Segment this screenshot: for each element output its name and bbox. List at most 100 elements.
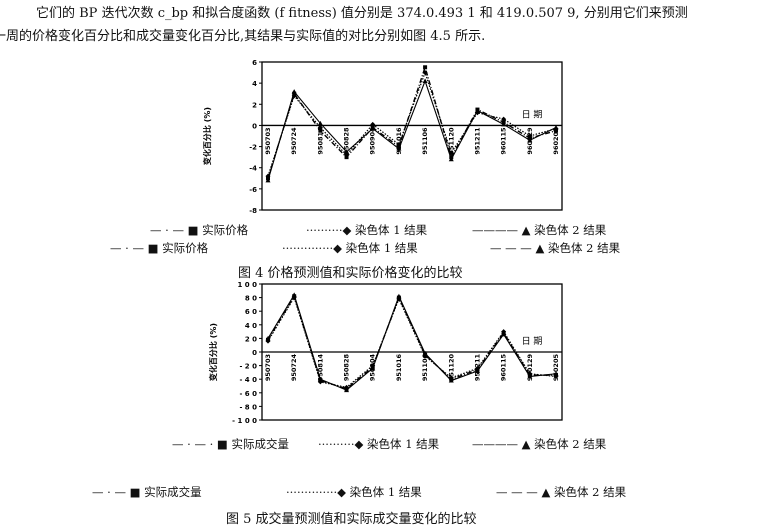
figure4-legend-alt-chrom1: ··············◆ 染色体 1 结果 (282, 241, 418, 255)
fig5-category-label: 951106 (421, 354, 429, 382)
fig5-ytick-label: - 2 0 (239, 363, 257, 371)
figure5-legend-alt-chrom1: ··············◆ 染色体 1 结果 (286, 485, 422, 499)
fig5-category-label: 951016 (395, 354, 403, 382)
figure4-legend-actual: — · — ■ 实际价格 (150, 223, 249, 237)
fig5-ytick-label: 6 0 (245, 308, 257, 316)
fig4-series-line-1 (267, 64, 557, 179)
fig4-point-chrom2 (422, 78, 428, 84)
fig4-point-chrom2 (291, 89, 297, 94)
fig5-ytick-label: 1 0 0 (238, 281, 258, 289)
figure4-legend-chrom1: ··········◆ 染色体 1 结果 (306, 223, 428, 237)
fig5-ytick-label: 4 0 (245, 322, 257, 330)
fig4-point-chrom2 (553, 125, 559, 130)
fig5-point-chrom2 (291, 292, 297, 297)
figure5-caption: 图 5 成交量预测值和实际成交量变化的比较 (226, 512, 477, 527)
fig5-series-line-2 (267, 296, 557, 389)
fig4-ytick-label: -2 (249, 144, 257, 152)
fig4-category-label: 950904 (369, 127, 377, 155)
fig5-point-chrom1 (474, 365, 480, 371)
fig5-ytick-label: - 4 0 (239, 376, 257, 384)
fig5-point-chrom1 (527, 371, 533, 377)
fig4-point-chrom1 (527, 133, 533, 139)
fig4-category-label: 951106 (421, 127, 429, 155)
fig5-point-chrom2 (265, 335, 271, 341)
fig5-category-label: 960129 (526, 354, 534, 382)
fig5-ytick-label: - 8 0 (239, 403, 257, 411)
fig4-ytick-label: -6 (249, 186, 257, 194)
fig4-series-line-3 (267, 79, 557, 181)
fig5-point-chrom2 (370, 365, 376, 371)
fig4-point-chrom2 (474, 108, 480, 113)
fig5-point-chrom2 (501, 331, 507, 337)
fig4-category-label: 950814 (316, 127, 324, 155)
fig5-category-label: 950828 (343, 354, 351, 382)
fig5-point-chrom2 (344, 387, 350, 393)
figure4-price-chart: 6 4 2 0 -2 -4 -6 -8 变化百分比 (%) 日 期 950703 950724 9508… (202, 59, 563, 215)
fig4-category-label: 950724 (290, 127, 298, 155)
fig4-category-label: 951120 (447, 127, 455, 155)
figure5-legend-alt-chrom2: — — — ▲ 染色体 2 结果 (496, 485, 627, 499)
fig5-category-label: 950703 (264, 354, 272, 381)
fig4-ytick-label: -4 (249, 165, 257, 173)
fig4-point-chrom2 (501, 121, 507, 127)
fig4-point-chrom2 (396, 146, 402, 151)
figure5-legend-actual: — · — · ■ 实际成交量 (172, 437, 289, 451)
fig5-date-label: 日 期 (522, 336, 543, 347)
body-paragraph: 它们的 BP 迭代次数 c_bp 和拟合度函数 (f fitness) 值分别是… (0, 2, 748, 48)
fig4-series-line-2 (267, 70, 557, 177)
fig5-ytick-label: 2 0 (245, 335, 257, 343)
fig4-ytick-label: 4 (252, 80, 257, 88)
fig4-point-chrom1 (448, 150, 454, 156)
fig5-ytick-label: - 1 0 0 (232, 417, 257, 425)
fig4-point-chrom2 (317, 120, 323, 126)
fig4-category-label: 950828 (343, 127, 351, 155)
fig5-series-line-1 (267, 294, 556, 390)
fig4-category-label: 951211 (473, 127, 481, 155)
fig4-point-chrom1 (317, 125, 323, 131)
fig5-category-label: 960115 (500, 354, 508, 382)
fig5-point-chrom1 (317, 379, 323, 385)
fig4-date-label: 日 期 (522, 109, 543, 120)
figure5-legend-chrom2: ———— ▲ 染色体 2 结果 (472, 437, 607, 451)
fig5-point-chrom2 (422, 350, 428, 356)
fig5-point-chrom2 (396, 293, 402, 299)
fig4-point-chrom2 (527, 137, 533, 143)
paragraph-line-2: 下一周的价格变化百分比和成交量变化百分比,其结果与实际值的对比分别如图 4.5 … (0, 29, 486, 44)
fig5-series-line-3 (267, 293, 557, 391)
fig5-ytick-label: - 6 0 (239, 390, 257, 398)
fig5-point-chrom2 (448, 378, 454, 383)
fig4-ylabel: 变化百分比 (%) (202, 107, 212, 165)
fig5-category-label: 960205 (552, 354, 560, 382)
fig4-ytick-label: 2 (252, 101, 257, 109)
fig4-point-chrom2 (265, 177, 271, 183)
fig4-point-chrom2 (344, 149, 350, 154)
fig5-point-chrom2 (474, 368, 480, 374)
fig5-ylabel: 变化百分比 (%) (208, 323, 218, 381)
fig4-point-chrom2 (448, 156, 454, 162)
fig4-category-label: 960205 (552, 127, 560, 155)
fig4-category-label: 950703 (264, 127, 272, 154)
fig4-point-chrom2 (370, 126, 376, 131)
fig4-point-actual (423, 65, 428, 70)
fig4-category-label: 951016 (395, 127, 403, 155)
figure5-legend-chrom1: ··········◆ 染色体 1 结果 (318, 437, 440, 451)
fig5-point-chrom1 (265, 338, 271, 344)
figure5-volume-chart: 1 0 0 8 0 6 0 4 0 2 0 0 - 2 0 - 4 0 - 6 0 - 8 0 - … (208, 281, 563, 425)
fig5-point-chrom2 (317, 376, 323, 382)
figure4-legend-alt-chrom2: — — — ▲ 染色体 2 结果 (490, 241, 621, 255)
paragraph-line-1: 它们的 BP 迭代次数 c_bp 和拟合度函数 (f fitness) 值分别是… (36, 6, 688, 21)
fig4-ytick-label: 0 (252, 122, 257, 130)
fig5-point-chrom2 (553, 371, 559, 376)
fig5-point-chrom1 (501, 329, 507, 335)
fig5-point-chrom2 (527, 373, 533, 379)
fig5-category-label: 950724 (290, 354, 298, 382)
fig4-plot-frame (261, 61, 563, 211)
fig4-category-label: 960115 (500, 127, 508, 155)
fig5-category-label: 951120 (447, 354, 455, 382)
figure4-caption: 图 4 价格预测值和实际价格变化的比较 (238, 266, 463, 281)
fig5-category-label: 950814 (316, 354, 324, 382)
fig4-ytick-label: -8 (249, 207, 257, 215)
figure5-legend-alt-actual: — · — ■ 实际成交量 (92, 485, 202, 499)
fig4-point-chrom1 (370, 121, 376, 127)
fig4-point-chrom1 (422, 70, 428, 76)
